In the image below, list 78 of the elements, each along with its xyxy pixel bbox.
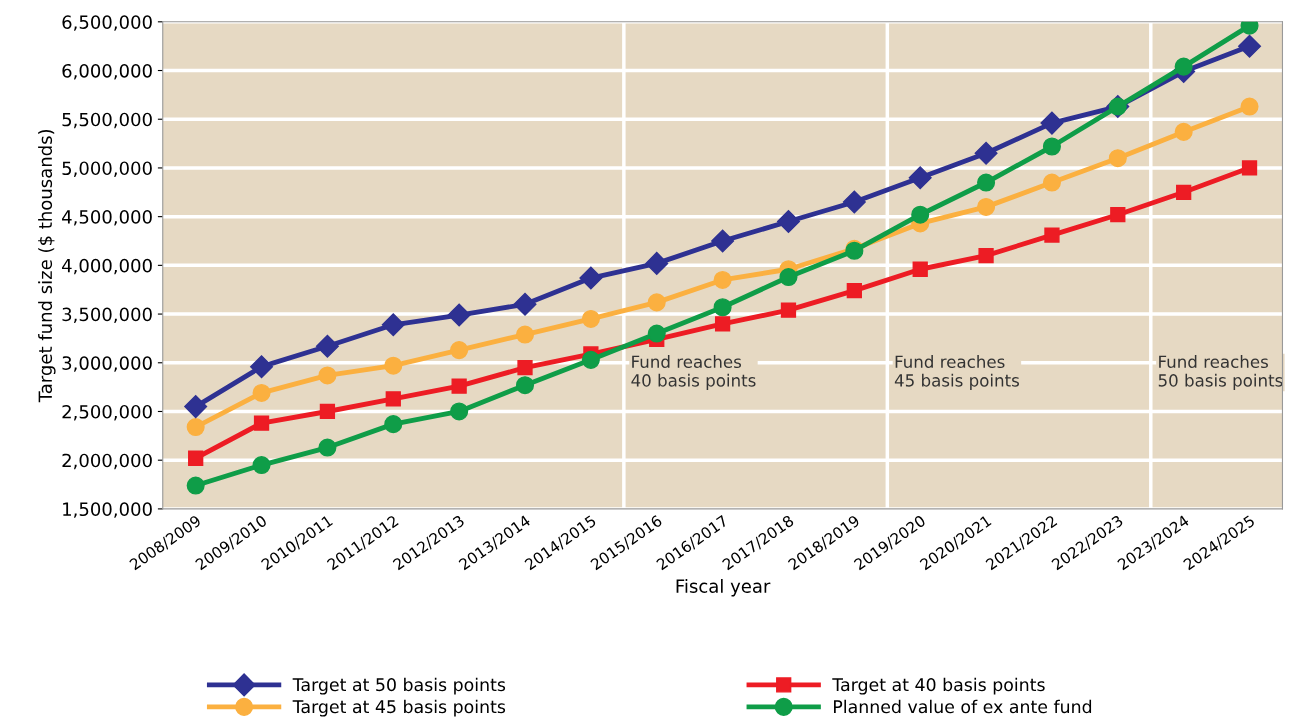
point	[385, 391, 401, 407]
y-tick-label: 5,500,000	[62, 112, 152, 129]
point	[315, 334, 339, 358]
annotation: Fund reaches 40 basis points	[631, 355, 756, 390]
y-tick-label: 6,000,000	[62, 63, 152, 80]
y-tick-label: 3,500,000	[62, 307, 152, 324]
point	[517, 360, 533, 376]
point	[842, 190, 866, 214]
point	[319, 403, 336, 420]
point	[713, 270, 732, 289]
point	[381, 313, 405, 337]
point	[1176, 184, 1192, 200]
annotation: Fund reaches 50 basis points	[1158, 355, 1283, 390]
point	[384, 356, 403, 375]
point	[581, 309, 600, 328]
point	[779, 268, 798, 287]
point	[977, 197, 996, 216]
point	[250, 355, 274, 379]
point	[318, 366, 337, 385]
point	[253, 415, 270, 431]
point	[188, 450, 204, 466]
x-axis-title: Fiscal year	[676, 578, 771, 597]
point	[776, 210, 800, 234]
point	[252, 383, 271, 403]
point	[186, 476, 205, 495]
point	[974, 141, 998, 165]
point	[186, 418, 205, 437]
point	[846, 283, 862, 299]
y-tick-label: 4,000,000	[62, 258, 152, 275]
point	[384, 415, 403, 434]
point	[1040, 111, 1064, 135]
y-tick-label: 2,000,000	[62, 453, 152, 470]
point	[451, 378, 467, 394]
point	[713, 298, 732, 317]
point	[515, 325, 535, 344]
point	[581, 350, 600, 369]
legend-label: Target at 40 basis points	[832, 677, 1045, 695]
point	[647, 293, 666, 312]
y-tick-label: 6,500,000	[62, 15, 152, 31]
point	[912, 261, 928, 277]
point	[1174, 122, 1193, 141]
point	[977, 173, 996, 192]
point	[447, 303, 471, 327]
y-tick-label: 2,500,000	[62, 404, 152, 421]
point	[1174, 57, 1193, 76]
point	[908, 166, 932, 190]
point	[318, 438, 337, 457]
point	[780, 302, 797, 318]
point	[911, 205, 930, 224]
point	[450, 341, 469, 360]
point	[252, 456, 271, 475]
point	[1044, 227, 1060, 243]
point	[647, 324, 666, 343]
point	[513, 292, 537, 316]
point	[1241, 160, 1258, 176]
point	[579, 266, 603, 290]
legend-label: Target at 45 basis points	[292, 699, 506, 717]
point	[1240, 97, 1259, 116]
point	[645, 251, 669, 275]
point	[450, 402, 469, 421]
point	[711, 229, 735, 253]
y-tick-label: 1,500,000	[63, 502, 152, 518]
legend-label: Planned value of ex ante fund	[834, 699, 1092, 714]
y-tick-label: 3,000,000	[62, 356, 152, 372]
y-tick-label: 5,000,000	[62, 161, 152, 177]
point	[1238, 34, 1262, 58]
point	[1110, 207, 1126, 223]
point	[714, 316, 731, 332]
annotation: Fund reaches 45 basis points	[894, 355, 1020, 390]
y-axis-title: Target fund size ($ thousands)	[38, 129, 56, 403]
y-tick-label: 4,500,000	[62, 210, 152, 226]
point	[978, 247, 994, 264]
point	[1042, 173, 1061, 192]
legend-label: Target at 50 basis points	[292, 677, 506, 695]
point	[1042, 137, 1061, 156]
point	[515, 376, 535, 395]
point	[184, 395, 208, 419]
point	[1108, 149, 1127, 168]
